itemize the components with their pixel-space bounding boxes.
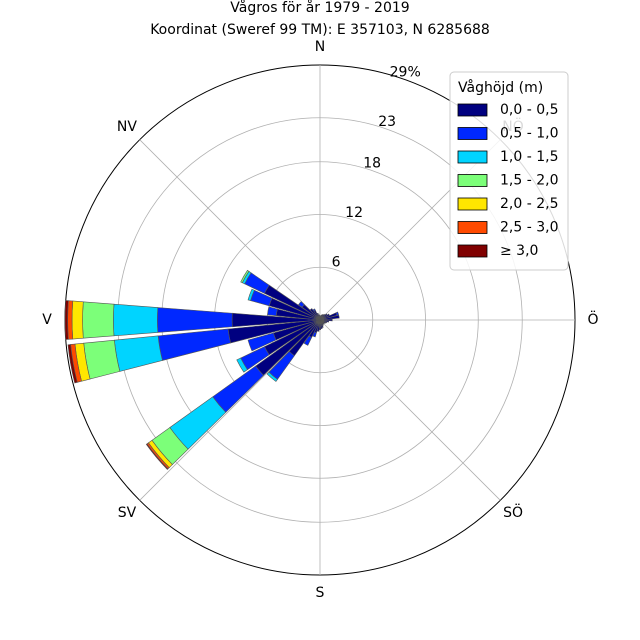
rose-bar-segment [64, 300, 69, 340]
rose-bar-segment [67, 300, 74, 340]
direction-label: SÖ [503, 503, 523, 521]
legend-title: Våghöjd (m) [458, 79, 543, 96]
direction-label: S [316, 585, 325, 601]
rose-bar-segment [157, 328, 231, 361]
legend: Våghöjd (m) 0,0 - 0,5 0,5 - 1,0 1,0 - 1,5 1,… [449, 71, 569, 271]
rose-bar-segment [212, 365, 264, 413]
grid-spoke [139, 139, 321, 321]
radial-tick-label: 29% [390, 64, 421, 80]
legend-swatch [457, 244, 488, 258]
legend-label: 1,0 - 1,5 [500, 149, 558, 165]
legend-label: 2,0 - 2,5 [500, 196, 558, 212]
legend-label: 0,5 - 1,0 [500, 126, 558, 142]
rose-bar-segment [113, 303, 159, 337]
legend-swatch [457, 150, 488, 164]
radial-tick-label: 23 [378, 114, 396, 130]
legend-swatch [457, 221, 488, 234]
chart-title: Vågros för år 1979 - 2019 [230, 0, 409, 16]
rose-bar-segment [240, 269, 250, 284]
rose-bar-segment [247, 288, 255, 301]
grid-spoke [319, 319, 501, 501]
legend-label: ≥ 3,0 [500, 243, 538, 259]
rose-bar-segment [145, 443, 169, 470]
radial-tick-label: 18 [363, 155, 381, 171]
rose-bar-segment [312, 331, 317, 338]
rose-bar-segment [298, 301, 305, 308]
rose-bar-segment [83, 339, 121, 380]
rose-bars [64, 269, 340, 470]
rose-bar-segment [319, 318, 333, 322]
legend-label: 1,5 - 2,0 [500, 173, 558, 189]
rose-bar-segment [266, 371, 278, 382]
legend-swatch [457, 197, 488, 211]
direction-label: N [315, 39, 325, 55]
rose-bar-segment [318, 314, 321, 321]
grid-spoke [139, 319, 321, 501]
radial-tick-label: 12 [345, 205, 363, 221]
rose-bar-segment [335, 311, 340, 316]
legend-label: 0,0 - 0,5 [500, 102, 558, 118]
rose-bar-segment [267, 306, 278, 317]
chart-subtitle: Koordinat (Sweref 99 TM): E 357103, N 62… [150, 22, 490, 38]
rose-bar-segment [71, 300, 84, 340]
direction-label: Ö [587, 310, 598, 328]
rose-bar-segment [236, 357, 248, 373]
rose-bar-segment [67, 344, 78, 384]
rose-bar-segment [319, 314, 340, 321]
rose-bar-segment [114, 335, 163, 372]
legend-swatch [457, 174, 488, 187]
direction-label: V [42, 312, 52, 328]
rose-bar-segment [247, 332, 277, 352]
direction-label: NV [117, 119, 137, 135]
direction-label: SV [118, 505, 137, 521]
legend-label: 2,5 - 3,0 [500, 220, 558, 236]
rose-bar-segment [157, 307, 233, 333]
legend-swatch [457, 127, 488, 140]
legend-box [449, 71, 569, 271]
rose-bar-segment [312, 308, 316, 312]
legend-swatch [457, 103, 488, 117]
rose-bar-segment [82, 301, 115, 339]
radial-tick-label: 6 [332, 254, 341, 270]
rose-bar-segment [309, 308, 321, 321]
rose-bar-segment [303, 335, 313, 346]
